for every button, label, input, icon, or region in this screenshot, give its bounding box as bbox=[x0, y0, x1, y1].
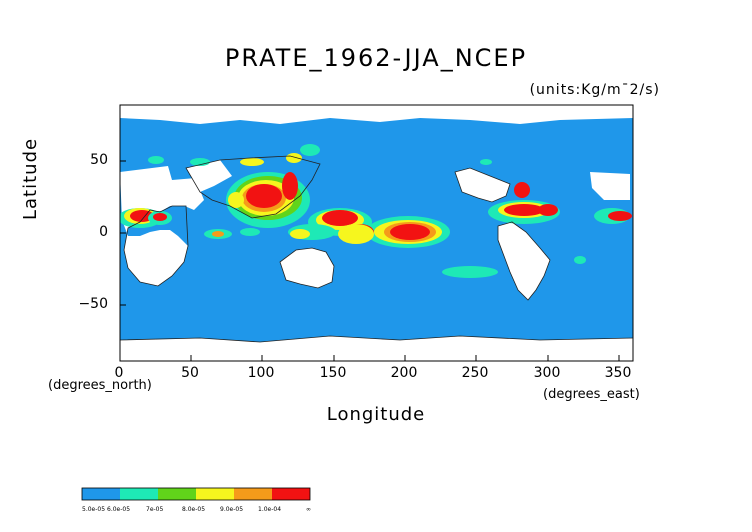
masked-land-areas bbox=[120, 105, 633, 361]
precip-contour bbox=[480, 159, 492, 165]
precip-contour bbox=[300, 144, 320, 156]
coastline-africa bbox=[123, 205, 189, 287]
colorbar-swatch bbox=[272, 488, 310, 500]
x-axis-title: Longitude bbox=[326, 404, 426, 425]
precip-contour bbox=[442, 266, 498, 278]
arabia-mask bbox=[172, 180, 204, 210]
greenland-north-mask bbox=[120, 105, 633, 124]
precip-contour bbox=[282, 172, 298, 200]
precip-contour bbox=[290, 229, 310, 239]
precip-contour bbox=[338, 224, 374, 244]
colorbar-label: 1.0e-04 bbox=[258, 506, 282, 513]
precip-contour bbox=[390, 224, 430, 240]
y-tick-label: −50 bbox=[78, 296, 108, 312]
colorbar-label: 5.0e-05 bbox=[82, 506, 106, 513]
x-tick-label: 50 bbox=[181, 365, 199, 381]
colorbar-swatch bbox=[196, 488, 234, 500]
south-america-mask bbox=[498, 222, 550, 300]
x-tick-label: 0 bbox=[114, 365, 124, 381]
north-america-mask bbox=[455, 168, 510, 202]
precip-contour bbox=[286, 153, 302, 163]
x-tick-label: 150 bbox=[319, 365, 347, 381]
coastline-south-america bbox=[497, 221, 551, 301]
precip-contour bbox=[514, 182, 530, 198]
australia-mask bbox=[280, 248, 334, 288]
precip-contour bbox=[228, 192, 244, 208]
colorbar-swatch bbox=[234, 488, 272, 500]
precip-contour bbox=[504, 204, 544, 216]
colorbar-label: ∞ bbox=[306, 506, 311, 513]
coastlines bbox=[120, 155, 633, 343]
precip-contour bbox=[148, 156, 164, 164]
precip-contour bbox=[240, 228, 260, 236]
coastline-asia bbox=[185, 155, 321, 219]
coastline-north-america bbox=[454, 167, 511, 203]
coastline-antarctica bbox=[120, 335, 633, 343]
axis-ticks bbox=[120, 160, 620, 361]
map-field bbox=[120, 105, 633, 361]
x-tick-label: 300 bbox=[533, 365, 561, 381]
y-unit-note: (degrees_north) bbox=[48, 378, 152, 393]
north-america-east-mask bbox=[590, 172, 630, 200]
x-tick-label: 250 bbox=[461, 365, 489, 381]
colorbar-swatch bbox=[158, 488, 196, 500]
precip-contour bbox=[212, 231, 224, 237]
colorbar-label: 9.0e-05 bbox=[220, 506, 244, 513]
precip-contour bbox=[538, 204, 558, 216]
precip-contour bbox=[190, 158, 210, 166]
antarctica-mask bbox=[120, 336, 633, 361]
x-tick-label: 350 bbox=[604, 365, 632, 381]
colorbar-label: 7e-05 bbox=[146, 506, 164, 513]
colorbar-label: 6.0e-05 bbox=[107, 506, 131, 513]
precip-contour bbox=[246, 184, 282, 208]
colorbar-swatch bbox=[120, 488, 158, 500]
precip-contour bbox=[608, 211, 632, 221]
precip-contour bbox=[574, 256, 586, 264]
coastline-australia bbox=[279, 247, 335, 289]
colorbar-swatch bbox=[82, 488, 120, 500]
x-unit-note: (degrees_east) bbox=[543, 387, 640, 402]
y-tick-label: 50 bbox=[90, 152, 108, 168]
precip-contour bbox=[153, 213, 167, 221]
colorbar bbox=[81, 487, 311, 501]
colorbar-label: 8.0e-05 bbox=[182, 506, 206, 513]
colorbar-frame bbox=[81, 487, 311, 501]
x-tick-label: 200 bbox=[390, 365, 418, 381]
precip-patches bbox=[120, 144, 632, 278]
y-tick-label: 0 bbox=[99, 224, 108, 240]
precip-contour bbox=[240, 158, 264, 166]
x-tick-label: 100 bbox=[247, 365, 275, 381]
units-label: (units:Kg/m¯2/s) bbox=[529, 82, 660, 98]
precip-contour bbox=[322, 210, 358, 226]
map-title: PRATE_1962-JJA_NCEP bbox=[224, 44, 528, 72]
